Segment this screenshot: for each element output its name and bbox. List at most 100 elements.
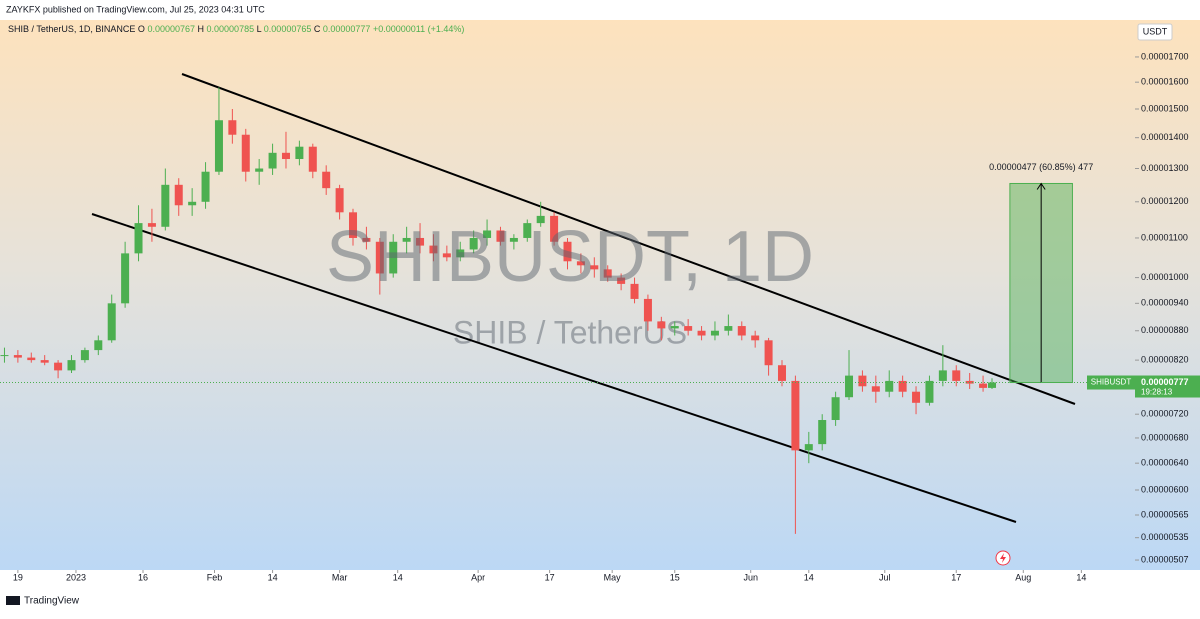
candle-body <box>509 237 518 242</box>
symbol-tag <box>1087 375 1135 390</box>
candle-body <box>898 380 907 392</box>
legend-key: O <box>138 24 145 34</box>
x-tick-label: 19 <box>13 572 23 582</box>
candle-body <box>643 298 652 322</box>
candle-body <box>952 370 961 381</box>
symbol-tag-label: SHIBUSDT <box>1091 378 1132 387</box>
candle-body <box>603 269 612 278</box>
candle-body <box>630 283 639 299</box>
x-tick-label: 14 <box>804 572 814 582</box>
candle-body <box>268 152 277 169</box>
candle-body <box>563 241 572 262</box>
candle-body <box>657 321 666 329</box>
candle-body <box>590 265 599 270</box>
legend-value: 0.00000767 <box>147 24 195 34</box>
candle-body <box>94 340 103 351</box>
y-tick-label: 0.00000535 <box>1141 532 1189 542</box>
candle-body <box>121 253 130 304</box>
candle-body <box>13 355 22 358</box>
footer: TradingView <box>24 596 80 607</box>
candle-body <box>322 171 331 189</box>
x-tick-label: 14 <box>268 572 278 582</box>
y-tick-label: 0.00000940 <box>1141 298 1189 308</box>
candle-body <box>134 223 143 254</box>
candle-body <box>188 201 197 206</box>
candle-body <box>469 237 478 250</box>
price-tag <box>1135 375 1200 398</box>
publisher: ZAYKFX published on TradingView.com, Jul… <box>6 4 265 14</box>
candle-body <box>550 215 559 242</box>
candle-body <box>40 360 49 363</box>
candle-body <box>697 330 706 336</box>
candle-body <box>845 375 854 398</box>
y-tick-label: 0.00001100 <box>1141 232 1188 242</box>
y-tick-label: 0.00000565 <box>1141 509 1189 519</box>
candle-body <box>416 237 425 246</box>
candle-body <box>375 241 384 274</box>
x-tick-label: May <box>604 572 622 582</box>
y-tick-label: 0.00001700 <box>1141 51 1189 61</box>
legend: SHIB / TetherUS, 1D, BINANCE O 0.0000076… <box>8 24 464 34</box>
candle-body <box>710 330 719 336</box>
y-tick-label: 0.00000507 <box>1141 554 1189 564</box>
candle-body <box>335 188 344 213</box>
event-bolt <box>1000 553 1006 563</box>
x-tick-label: Jul <box>879 572 891 582</box>
x-tick-label: 16 <box>138 572 148 582</box>
candle-body <box>885 380 894 392</box>
candle-body <box>617 277 626 284</box>
candle-body <box>751 335 760 341</box>
candle-body <box>0 355 9 357</box>
x-tick-label: 17 <box>545 572 555 582</box>
candle-body <box>938 370 947 381</box>
y-tick-label: 0.00000600 <box>1141 484 1189 494</box>
candle-body <box>107 303 116 341</box>
currency-box <box>1137 23 1173 41</box>
candle-body <box>67 360 76 371</box>
candle-body <box>161 184 170 227</box>
x-tick-label: 2023 <box>66 572 86 582</box>
candle-body <box>228 120 237 135</box>
candle-body <box>684 326 693 331</box>
candle-body <box>80 350 89 361</box>
y-tick-label: 0.00000880 <box>1141 325 1189 335</box>
candle-body <box>871 386 880 392</box>
countdown: 19:28:13 <box>1141 388 1173 397</box>
channel-upper <box>181 73 1076 405</box>
candle-body <box>777 365 786 381</box>
candle-body <box>912 391 921 403</box>
x-tick-label: 15 <box>670 572 680 582</box>
legend-key: H <box>198 24 205 34</box>
price-tag-label: 0.00000777 <box>1141 377 1189 387</box>
candle-body <box>214 120 223 172</box>
candle-body <box>255 168 264 172</box>
candle-body <box>858 375 867 387</box>
channel-lower <box>91 213 1017 523</box>
logo <box>6 596 20 605</box>
candle-body <box>670 326 679 329</box>
candle-body <box>804 444 813 451</box>
candle-body <box>831 397 840 421</box>
candle-body <box>429 245 438 254</box>
projection-arrowhead <box>1036 182 1046 190</box>
legend-value: 0.00000777 <box>323 24 371 34</box>
candle-body <box>456 249 465 258</box>
candle-body <box>925 380 934 403</box>
candle-body <box>241 134 250 172</box>
y-tick-label: 0.00001600 <box>1141 77 1189 87</box>
candle-body <box>27 357 36 361</box>
legend-value: 0.00000765 <box>264 24 312 34</box>
candle-body <box>174 184 183 206</box>
legend-change: +0.00000011 (+1.44%) <box>373 24 464 34</box>
y-tick-label: 0.00000640 <box>1141 458 1189 468</box>
y-tick-label: 0.00001000 <box>1141 272 1189 282</box>
x-tick-label: Feb <box>207 572 223 582</box>
y-tick-label: 0.00000680 <box>1141 432 1189 442</box>
candle-body <box>496 230 505 242</box>
plot-background <box>0 20 1200 570</box>
currency: USDT <box>1143 26 1168 36</box>
candle-body <box>791 380 800 451</box>
candle-body <box>147 223 156 227</box>
x-tick-label: Jun <box>743 572 758 582</box>
y-tick-label: 0.00001400 <box>1141 132 1189 142</box>
